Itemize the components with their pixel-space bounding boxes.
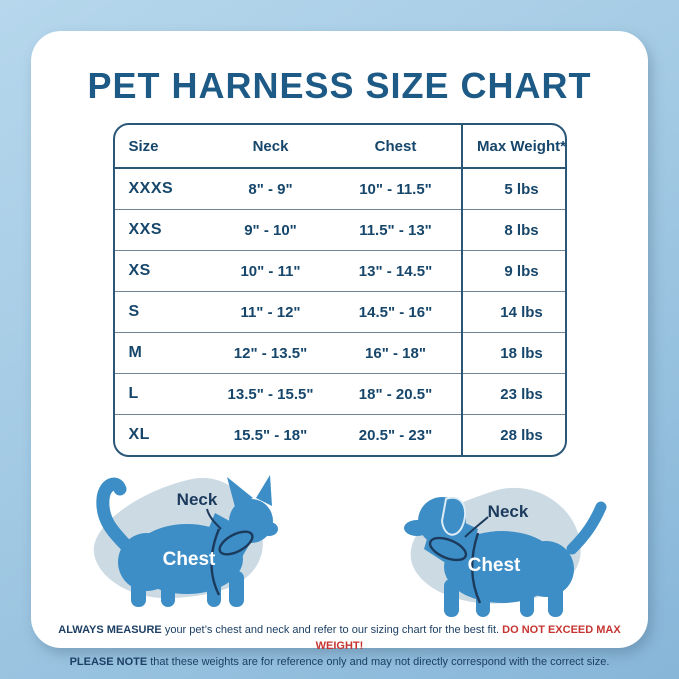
chest-cell: 11.5" - 13" — [330, 209, 462, 251]
cat-neck-label: Neck — [177, 490, 218, 509]
footer-measure-text: your pet’s chest and neck and refer to o… — [161, 624, 503, 636]
table-row: XS 10" - 11" 13" - 14.5" 9 lbs — [114, 250, 565, 292]
col-header-max-weight: Max Weight* — [460, 125, 565, 169]
dog-measure-diagram: Neck Chest — [404, 487, 607, 617]
weight-cell: 18 lbs — [460, 332, 565, 374]
size-table: Size Neck Chest Max Weight* XXXS 8" - 9"… — [114, 125, 565, 455]
weight-cell: 23 lbs — [460, 373, 565, 415]
table-row: S 11" - 12" 14.5" - 16" 14 lbs — [114, 291, 565, 333]
table-row: L 13.5" - 15.5" 18" - 20.5" 23 lbs — [114, 373, 565, 415]
chest-cell: 20.5" - 23" — [330, 414, 462, 455]
size-cell: M — [114, 332, 211, 374]
dog-neck-measure-line — [428, 536, 468, 562]
footer-note-bold: PLEASE NOTE — [69, 655, 148, 668]
table-row: XXXS 8" - 9" 10" - 11.5" 5 lbs — [115, 168, 565, 210]
size-cell: S — [114, 291, 211, 333]
size-cell: L — [114, 373, 211, 415]
cat-measure-lines — [206, 508, 254, 596]
table-header-row: Size Neck Chest Max Weight* — [114, 125, 565, 169]
dog-chest-measure-line — [471, 532, 482, 604]
cat-neck-pointer-line — [206, 508, 222, 530]
measurement-diagrams: Neck Chest — [31, 457, 648, 617]
cat-chest-measure-line — [210, 528, 221, 596]
weight-cell: 8 lbs — [460, 209, 565, 251]
size-cell: XL — [114, 414, 211, 455]
dog-measure-lines — [428, 516, 489, 604]
dog-neck-label: Neck — [488, 502, 529, 521]
neck-cell: 15.5" - 18" — [210, 414, 331, 455]
neck-cell: 8" - 9" — [248, 180, 293, 198]
neck-cell: 11" - 12" — [210, 291, 331, 333]
dog-chest-label: Chest — [468, 555, 521, 576]
neck-cell: 10" - 11" — [210, 250, 331, 292]
weight-cell: 28 lbs — [460, 414, 565, 455]
chest-cell: 14.5" - 16" — [330, 291, 462, 333]
footer-note-text: that these weights are for reference onl… — [147, 655, 610, 668]
footer-measure-bold: ALWAYS MEASURE — [58, 624, 162, 636]
dog-neck-pointer-line — [464, 516, 489, 538]
dog-muzzle — [404, 520, 430, 536]
footer-warning-text: DO NOT EXCEED MAX WEIGHT! — [315, 624, 621, 652]
size-cell: XS — [114, 250, 211, 292]
weight-cell: 5 lbs — [460, 168, 565, 210]
weight-cell: 14 lbs — [460, 291, 565, 333]
chest-cell: 13" - 14.5" — [330, 250, 462, 292]
chest-cell: 18" - 20.5" — [330, 373, 462, 415]
dog-tail — [566, 501, 607, 555]
weight-cell: 9 lbs — [460, 250, 565, 292]
size-cell: XXXS — [128, 180, 174, 197]
chest-cell: 16" - 18" — [330, 332, 462, 374]
size-chart-card: PET HARNESS SIZE CHART Size Neck Chest M… — [31, 31, 648, 668]
col-header-neck: Neck — [210, 125, 331, 169]
cat-chest-label: Chest — [163, 549, 216, 570]
cat-ear — [256, 475, 272, 506]
cat-neck-measure-line — [218, 530, 254, 556]
neck-cell: 13.5" - 15.5" — [210, 373, 331, 415]
col-header-size: Size — [114, 125, 211, 169]
neck-cell: 12" - 13.5" — [210, 332, 331, 374]
cat-ear — [227, 477, 253, 507]
table-row: XL 15.5" - 18" 20.5" - 23" 28 lbs — [114, 414, 565, 455]
chest-cell: 10" - 11.5" — [359, 180, 432, 198]
neck-cell: 9" - 10" — [210, 209, 331, 251]
size-table-container: Size Neck Chest Max Weight* XXXS 8" - 9"… — [112, 123, 567, 457]
page-title: PET HARNESS SIZE CHART — [87, 65, 592, 106]
cat-silhouette — [96, 475, 278, 607]
cat-measure-diagram: Neck Chest — [93, 475, 278, 607]
footer-note: ALWAYS MEASURE your pet’s chest and neck… — [53, 623, 627, 671]
col-header-chest: Chest — [330, 125, 462, 169]
cat-tail — [96, 477, 138, 558]
dog-ear — [440, 496, 467, 536]
size-cell: XXS — [114, 209, 211, 251]
table-row: M 12" - 13.5" 16" - 18" 18 lbs — [114, 332, 565, 374]
table-row: XXS 9" - 10" 11.5" - 13" 8 lbs — [114, 209, 565, 251]
